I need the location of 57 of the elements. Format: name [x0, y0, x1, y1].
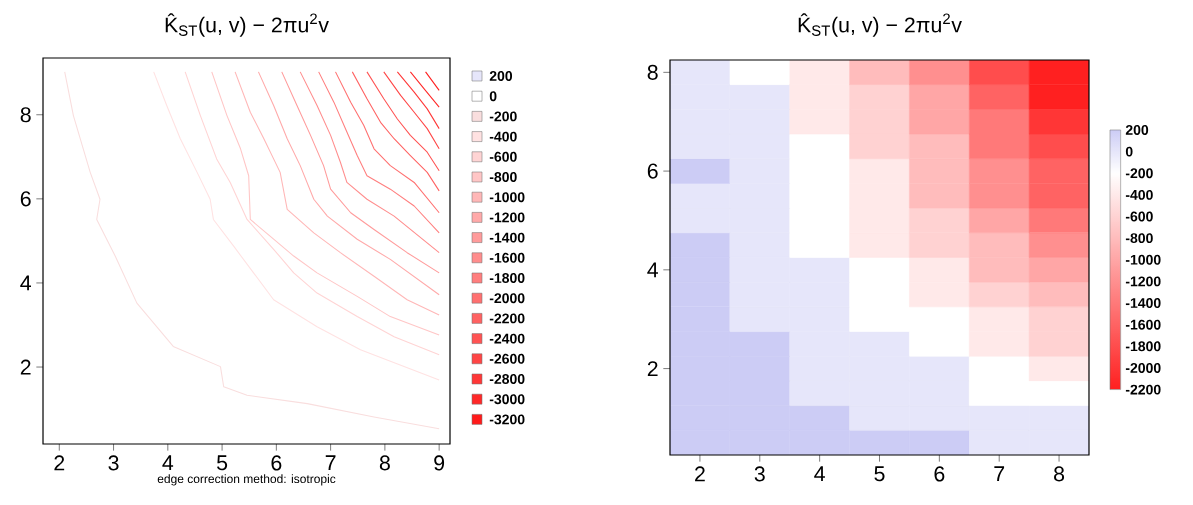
y-tick-label: 6 — [20, 191, 31, 207]
color-bar-label: -800 — [1125, 233, 1153, 244]
x-tick-label: 9 — [434, 455, 445, 471]
x-tick-label: 3 — [754, 466, 765, 482]
legend-label: -200 — [489, 111, 517, 122]
x-tick-label: 4 — [814, 466, 825, 482]
y-tick-label: 2 — [20, 359, 31, 375]
color-bar-label: -1600 — [1125, 319, 1161, 330]
x-tick-label: 3 — [108, 455, 119, 471]
color-bar-label: -200 — [1125, 168, 1153, 179]
legend-label: 0 — [489, 91, 497, 102]
x-tick-label: 2 — [54, 455, 65, 471]
x-tick-label: 4 — [162, 455, 174, 471]
color-bar-label: -1400 — [1125, 298, 1161, 308]
color-bar-label: -1000 — [1125, 254, 1161, 265]
color-bar-label: -1800 — [1125, 341, 1161, 352]
legend-label: 200 — [489, 71, 513, 81]
legend-label: -1600 — [489, 252, 525, 263]
legend-label: -2400 — [489, 333, 525, 344]
color-bar-label: -1200 — [1125, 276, 1161, 287]
x-tick-label: 7 — [994, 466, 1005, 482]
color-bar-label: 0 — [1125, 146, 1133, 157]
x-tick-label: 8 — [1054, 466, 1065, 482]
legend-label: -1000 — [489, 192, 525, 203]
x-tick-label: 5 — [217, 455, 228, 471]
chart-title: K̂$_{ST}$(u, v) − 2πu$^{2}$v — [165, 13, 329, 37]
legend-label: -2000 — [489, 293, 525, 304]
x-tick-label: 8 — [379, 455, 390, 471]
legend-label: -400 — [489, 131, 517, 142]
x-tick-label: 6 — [934, 466, 945, 482]
legend-label: -600 — [489, 151, 517, 162]
color-bar-label: 200 — [1125, 125, 1149, 135]
legend-label: -2200 — [489, 313, 525, 324]
color-bar-label: -2000 — [1125, 362, 1161, 373]
x-tick-label: 7 — [325, 455, 336, 471]
color-bar-label: -2200 — [1125, 384, 1161, 395]
x-axis-title: edge correction method: isotropic — [157, 474, 336, 486]
legend-label: -3200 — [489, 414, 525, 425]
legend-label: -800 — [489, 172, 517, 182]
chart-title: K̂$_{ST}$(u, v) − 2πu$^{2}$v — [798, 13, 962, 37]
y-tick-label: 4 — [647, 262, 658, 278]
y-tick-label: 8 — [647, 64, 658, 80]
x-tick-label: 6 — [271, 455, 282, 471]
y-tick-label: 4 — [20, 275, 31, 291]
color-bar-label: -400 — [1125, 189, 1153, 200]
x-tick-label: 2 — [695, 466, 705, 482]
color-bar-label: -600 — [1125, 211, 1153, 222]
y-tick-label: 8 — [20, 107, 31, 123]
legend-label: -2600 — [489, 353, 525, 364]
y-tick-label: 6 — [647, 163, 658, 179]
legend-label: -1200 — [489, 212, 525, 223]
legend-label: -2800 — [489, 374, 525, 384]
y-tick-label: 2 — [647, 361, 658, 377]
legend-label: -3000 — [489, 394, 525, 405]
x-tick-label: 5 — [874, 466, 885, 482]
legend-label: -1400 — [489, 232, 525, 243]
legend-label: -1800 — [489, 273, 525, 283]
